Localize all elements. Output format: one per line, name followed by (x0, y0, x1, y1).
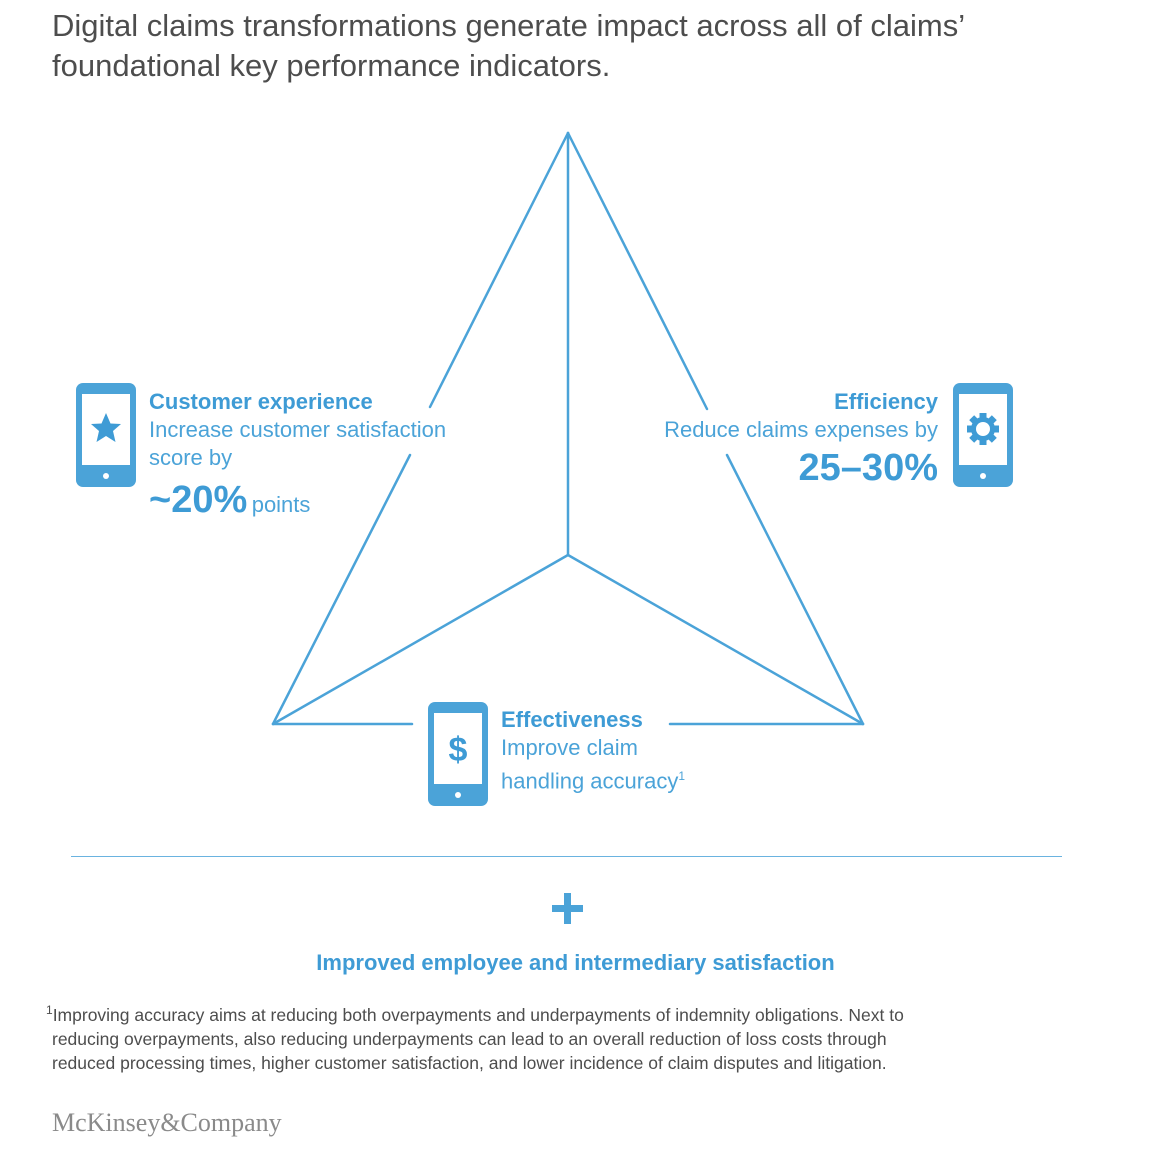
gear-icon (953, 383, 1013, 487)
inner-spoke-left (271, 553, 570, 726)
svg-text:$: $ (449, 731, 468, 769)
customer-experience-line2: score by (149, 445, 233, 470)
customer-experience-unit: points (251, 492, 311, 517)
footnote-line2: reducing overpayments, also reducing und… (52, 1028, 887, 1049)
effectiveness-heading: Effectiveness (501, 707, 643, 732)
plus-icon (552, 893, 583, 924)
star-icon (76, 383, 136, 487)
customer-experience-line1: Increase customer satisfaction (149, 417, 447, 442)
section-divider (71, 856, 1062, 857)
left-edge-lower (271, 453, 412, 726)
effectiveness-line2: handling accuracy (501, 768, 679, 794)
efficiency-value: 25–30% (798, 447, 938, 489)
effectiveness-block: Effectiveness Improve claim handling acc… (501, 706, 761, 795)
effectiveness-footnote-mark: 1 (678, 769, 686, 783)
customer-experience-value: ~20% (149, 479, 248, 521)
left-edge-upper (428, 131, 570, 409)
right-edge-lower (725, 453, 865, 726)
footnote-line1: Improving accuracy aims at reducing both… (52, 1004, 904, 1025)
footnote-line3: reduced processing times, higher custome… (52, 1052, 887, 1073)
footnote: 1Improving accuracy aims at reducing bot… (46, 998, 1106, 1075)
efficiency-line1: Reduce claims expenses by (664, 417, 938, 442)
footnote-mark: 1 (46, 1003, 53, 1017)
customer-experience-heading: Customer experience (149, 389, 373, 414)
efficiency-heading: Efficiency (834, 389, 938, 414)
customer-experience-block: Customer experience Increase customer sa… (149, 388, 509, 522)
right-edge-upper (566, 131, 709, 411)
efficiency-block: Efficiency Reduce claims expenses by 25–… (600, 388, 938, 490)
company-logo: McKinsey&Company (52, 1108, 282, 1137)
bottom-statement: Improved employee and intermediary satis… (316, 950, 835, 975)
dollar-icon: $ (428, 702, 488, 806)
effectiveness-line1: Improve claim (501, 735, 638, 760)
page-title: Digital claims transformations generate … (52, 8, 964, 83)
inner-spoke-right (566, 553, 865, 726)
